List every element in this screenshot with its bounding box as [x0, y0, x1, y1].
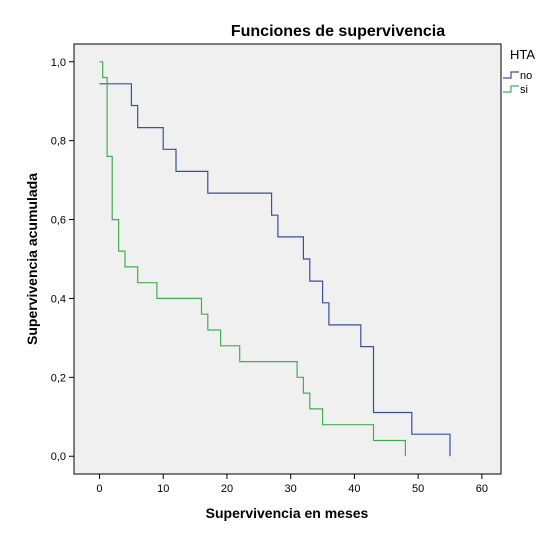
x-tick-label: 50 — [412, 483, 424, 495]
legend-swatch-no — [503, 71, 519, 79]
x-tick-label: 60 — [476, 483, 488, 495]
y-tick-label: 1,0 — [51, 57, 66, 69]
y-tick-label: 0,8 — [51, 136, 66, 148]
x-axis: 0 10 20 30 40 50 60 — [96, 474, 488, 495]
y-tick-label: 0,6 — [51, 215, 66, 227]
y-axis: 0,0 0,2 0,4 0,6 0,8 1,0 — [51, 57, 74, 463]
x-tick-label: 30 — [285, 483, 297, 495]
y-tick-label: 0,2 — [51, 372, 66, 384]
x-tick-label: 0 — [96, 483, 102, 495]
plot-area — [73, 43, 502, 475]
series-line-no — [99, 83, 451, 457]
series-layer — [99, 61, 451, 457]
y-tick-label: 0,4 — [51, 293, 66, 305]
chart-title: Funciones de supervivencia — [231, 23, 445, 40]
legend-title: HTA — [510, 47, 535, 62]
x-tick-label: 10 — [157, 483, 169, 495]
legend-entry-si: si — [520, 84, 528, 96]
y-axis-label: Supervivencia acumulada — [24, 173, 40, 345]
series-line-si — [99, 61, 406, 457]
x-tick-label: 20 — [221, 483, 233, 495]
legend-swatch-si — [503, 85, 519, 93]
y-tick-label: 0,0 — [51, 451, 66, 463]
x-tick-label: 40 — [348, 483, 360, 495]
legend-entry-no: no — [520, 70, 532, 82]
legend: HTA no si — [503, 47, 535, 96]
x-axis-label: Supervivencia en meses — [206, 505, 369, 521]
